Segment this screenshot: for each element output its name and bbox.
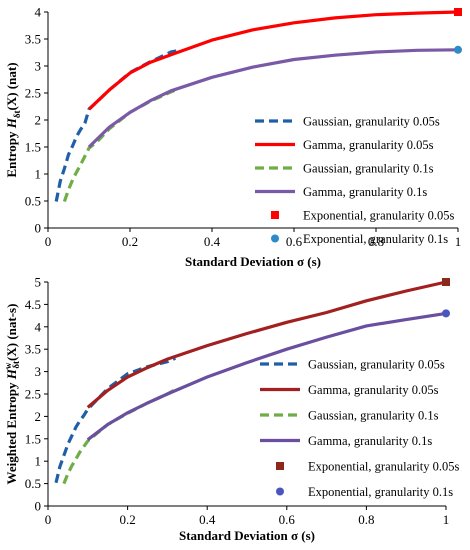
legend-item: Gaussian, granularity 0.1s [255,162,434,176]
y-tick-label: 2.5 [25,387,41,402]
weighted-entropy-chart: 0 0.5 1 1.5 2 2.5 3 3.5 4 4.5 5 0 0.2 0.4 0.6 0.8 1 Stand… [3,275,459,544]
legend-item: Gamma, granularity 0.05s [255,138,434,152]
y-tick-label: 1 [35,454,42,469]
legend: Gaussian, granularity 0.05s Gamma, granul… [260,358,459,499]
legend-swatch-square [271,211,279,219]
y-tick-label: 3 [35,59,42,74]
legend-label: Gamma, granularity 0.05s [308,383,439,397]
y-tick-label: 3.5 [25,342,41,357]
x-tick-label: 0 [45,512,52,527]
legend-item: Gamma, granularity 0.05s [260,383,439,397]
series-point-circle [454,45,462,54]
legend-item: Gaussian, granularity 0.1s [260,409,439,423]
legend-item: Gaussian, granularity 0.05s [255,115,440,129]
y-tick-label: 0.5 [25,194,41,209]
series-line-4 [86,311,447,441]
x-tick-label: 0.8 [358,512,374,527]
legend-label: Gaussian, granularity 0.1s [303,162,434,176]
y-tick-label: 0.5 [25,476,41,491]
legend-item: Gamma, granularity 0.1s [255,185,427,199]
y-tick-label: 4.5 [25,297,41,312]
series-point-circle [442,309,450,318]
legend-swatch-square [276,462,284,470]
x-tick-label: 0.4 [204,234,221,249]
legend-label: Gamma, granularity 0.1s [308,434,432,448]
x-tick-label: 0.2 [119,512,135,527]
legend-label: Gamma, granularity 0.05s [303,138,434,152]
legend-label: Gamma, granularity 0.1s [303,185,427,199]
x-axis-title: Standard Deviation σ (s) [179,528,315,543]
legend-item: Exponential, granularity 0.05s [276,460,459,474]
legend-label: Exponential, granularity 0.05s [308,460,459,474]
x-axis-title: Standard Deviation σ (s) [185,254,321,269]
y-tick-label: 2 [35,113,42,128]
x-tick-label: 0 [45,234,52,249]
y-tick-label: 1.5 [25,431,41,446]
legend-item: Gaussian, granularity 0.05s [260,358,445,372]
y-tick-label: 4 [35,5,42,20]
series-line-1 [54,48,180,202]
x-tick-label: 0.4 [199,512,216,527]
legend-label: Gaussian, granularity 0.05s [308,358,445,372]
entropy-chart: 0 0.5 1 1.5 2 2.5 3 3.5 4 0 0.2 0.4 0.6 0.8 1 Standard … [4,5,462,269]
legend-label: Gaussian, granularity 0.05s [303,115,440,129]
x-tick-label: 0.6 [286,234,303,249]
legend: Gaussian, granularity 0.05s Gamma, granul… [255,115,454,246]
y-tick-label: 1.5 [25,140,41,155]
series-line-1 [54,356,177,484]
legend-label: Gaussian, granularity 0.1s [308,409,439,423]
y-tick-label: 3 [35,364,42,379]
y-tick-label: 2 [35,409,42,424]
y-axis-title: Entropy Hδt(X) (nat) [4,62,22,177]
legend-swatch-circle [276,487,284,496]
y-tick-label: 0 [35,221,42,236]
y-axis-title: Weighted Entropy Hwδt(X) (nat-s) [3,304,21,485]
series-line-2 [87,10,459,111]
x-tick-label: 0.6 [279,512,296,527]
series-line-2 [86,280,447,409]
x-tick-label: 0.2 [122,234,138,249]
series-line-3 [62,388,177,485]
legend-label: Exponential, granularity 0.1s [308,485,453,499]
legend-label: Exponential, granularity 0.1s [303,232,448,246]
x-tick-label: 1 [455,234,462,249]
y-tick-label: 5 [35,275,42,290]
legend-item: Exponential, granularity 0.1s [276,485,453,499]
x-tick-label: 0.8 [368,234,384,249]
y-tick-label: 3.5 [25,32,41,47]
legend-label: Exponential, granularity 0.05s [303,209,454,223]
series-point-square [454,8,462,16]
y-tick-label: 2.5 [25,86,41,101]
series-line-3 [62,87,180,203]
legend-item: Exponential, granularity 0.1s [271,232,448,246]
y-tick-label: 0 [35,499,42,514]
y-tick-label: 1 [35,167,42,182]
y-tick-label: 4 [35,319,42,334]
series-point-square [442,278,450,286]
legend-item: Exponential, granularity 0.05s [271,209,454,223]
series-line-4 [87,48,459,149]
legend-item: Gamma, granularity 0.1s [260,434,432,448]
x-tick-label: 1 [443,512,450,527]
legend-swatch-circle [271,234,279,243]
